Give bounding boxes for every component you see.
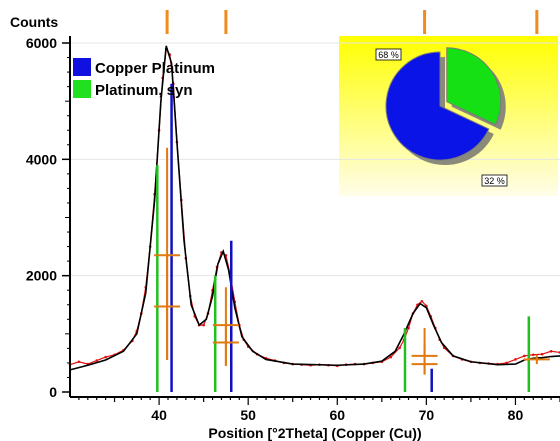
data-point <box>549 349 553 353</box>
legend-swatch-copper-platinum <box>73 58 91 76</box>
x-axis-title: Position [°2Theta] (Copper (Cu)) <box>208 425 421 441</box>
y-tick-label-4000: 4000 <box>26 151 57 167</box>
pie-label-large: 68 % <box>375 48 402 61</box>
legend-swatch-platinum-syn <box>73 80 91 98</box>
error-bar-3 <box>212 322 239 366</box>
pie-slice-0 <box>385 51 490 161</box>
error-bar-6 <box>523 354 550 365</box>
data-point <box>420 299 424 303</box>
pie-label-small-text: 32 % <box>484 176 505 186</box>
legend-label-copper-platinum: Copper Platinum <box>95 60 215 77</box>
series-fit-line <box>69 45 560 371</box>
error-bar-1 <box>154 255 181 361</box>
data-point <box>398 346 401 350</box>
pie-slice-1 <box>446 47 502 126</box>
y-tick-label-2000: 2000 <box>26 268 57 284</box>
data-point <box>531 353 535 357</box>
error-bar-5 <box>411 342 438 375</box>
axis-ticks: 40 50 60 70 80 0 2000 4000 6000 <box>26 35 560 423</box>
position-markers <box>165 10 539 34</box>
legend: Copper Platinum Platinum, syn <box>73 58 215 99</box>
x-tick-label-80: 80 <box>508 407 524 423</box>
data-point <box>407 326 410 330</box>
pie-label-large-text: 68 % <box>378 50 399 60</box>
x-tick-label-40: 40 <box>151 407 167 423</box>
y-tick-label-6000: 6000 <box>26 35 57 51</box>
inset-pie-chart <box>385 47 506 165</box>
axes <box>69 36 560 398</box>
error-bars <box>154 147 550 375</box>
gridlines <box>70 42 560 277</box>
data-point <box>523 354 526 358</box>
pie-label-large-box <box>375 48 402 61</box>
y-axis-title: Counts <box>10 14 58 30</box>
x-tick-label-70: 70 <box>419 407 435 423</box>
legend-label-platinum-syn: Platinum, syn <box>95 82 193 99</box>
y-tick-label-0: 0 <box>49 384 57 400</box>
data-point <box>104 355 107 359</box>
reference-lines <box>156 83 531 392</box>
data-point <box>514 358 517 361</box>
data-point <box>389 355 393 359</box>
data-point <box>77 360 81 364</box>
data-point <box>540 352 544 356</box>
data-point <box>202 323 205 327</box>
data-point <box>95 359 99 362</box>
pie-label-small: 32 % <box>481 174 508 187</box>
pie-label-small-box <box>481 174 508 187</box>
x-tick-label-50: 50 <box>240 407 256 423</box>
x-tick-label-60: 60 <box>329 407 345 423</box>
